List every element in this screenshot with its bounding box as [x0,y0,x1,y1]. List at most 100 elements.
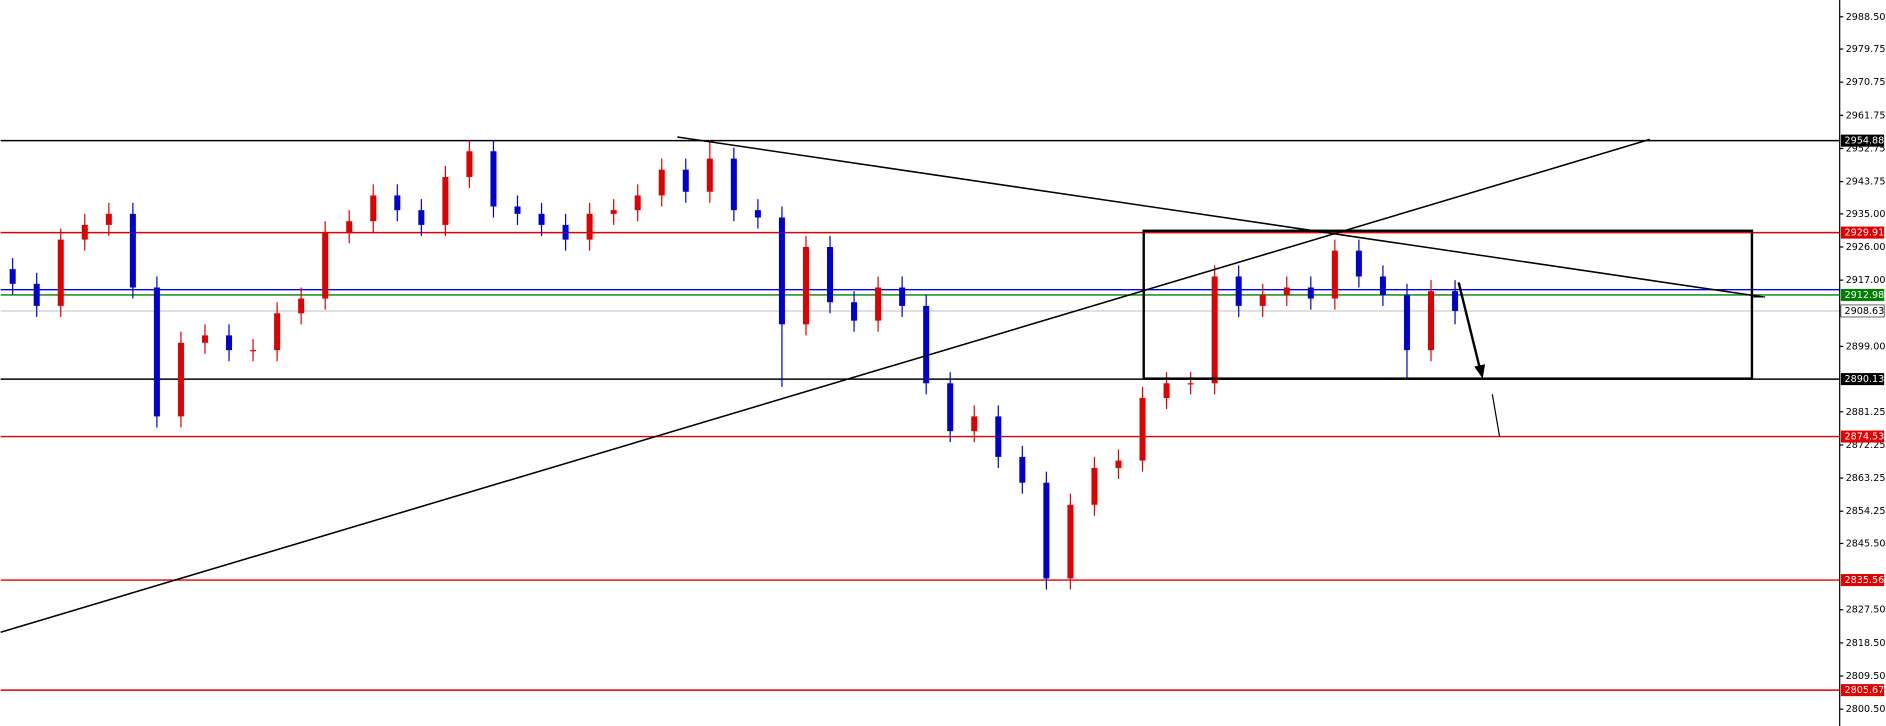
price-tag-label: 2890.13 [1844,374,1884,385]
candle-body [322,232,329,299]
candle-body [947,383,954,432]
y-tick-label: 2809.50 [1846,671,1886,682]
price-tag-label: 2912.98 [1844,290,1884,301]
candle-body [658,169,665,196]
price-tag-label: 2908.63 [1844,306,1884,317]
candle-body [1379,276,1386,295]
candle-body [1428,291,1435,351]
candle-body [1067,504,1074,579]
candle-body [1211,276,1218,384]
candle-body [875,287,882,321]
price-tag-label: 2929.91 [1844,228,1884,239]
candle-body [33,283,40,306]
y-tick-label: 2881.25 [1846,407,1886,418]
y-tick-label: 2952.75 [1846,143,1886,154]
y-tick-label: 2988.50 [1846,12,1886,23]
y-tick-label: 2926.00 [1846,242,1886,253]
candle-body [57,239,64,306]
arrow [1491,394,1501,437]
candle-body [1163,383,1170,398]
candle-body [9,269,16,284]
y-tick-label: 2827.50 [1846,605,1886,616]
candle-body [418,210,425,225]
candle-body [682,169,689,192]
candle-body [995,416,1002,457]
candle-body [1331,250,1338,299]
price-tag [1840,226,1885,239]
y-tick-label: 2979.75 [1846,44,1886,55]
candle-body [923,305,930,384]
candle-body [1283,287,1290,295]
price-tag [1840,430,1885,443]
price-tag-label: 2835.56 [1844,575,1884,586]
price-tag [1840,134,1885,147]
candle-body [1235,276,1242,306]
candle-body [394,195,401,211]
candle-body [129,213,136,288]
candle-body [1091,467,1098,505]
range-box [1142,229,1754,380]
y-tick-label: 2800.50 [1846,704,1886,715]
y-tick-label: 2961.75 [1846,110,1886,121]
arrow [1457,282,1482,371]
candle-body [610,210,617,214]
candle-body [586,213,593,240]
candle-body [370,195,377,222]
price-tag [1840,574,1885,587]
candle-body [730,158,737,211]
candle-body [1139,397,1146,461]
candle-body [1115,460,1122,468]
candle-body [226,335,233,351]
price-tag-label: 2954.88 [1844,136,1884,147]
arrow-head [1474,364,1486,379]
candle-body [466,151,473,178]
candle-body [1187,383,1194,385]
drawings [0,136,1766,633]
candle-body [538,213,545,225]
price-tag [1840,373,1885,386]
candle-body [298,298,305,314]
trend-line [677,136,1763,298]
y-tick-label: 2818.50 [1846,638,1886,649]
candle-body [754,210,761,218]
candle-body [346,221,353,233]
candle-body [1019,456,1026,483]
axis-bg [1839,0,1886,726]
price-tag [1840,684,1885,697]
price-tag [1840,288,1885,301]
candle-body [153,287,160,417]
candle-body [442,177,449,225]
candle-body [1403,294,1410,351]
candle-body [177,342,184,417]
y-tick-label: 2845.50 [1846,538,1886,549]
y-tick-label: 2899.00 [1846,341,1886,352]
candle-body [827,246,834,303]
candle-body [1307,287,1314,299]
candle-body [634,195,641,211]
trend-line [0,138,1650,633]
y-tick-label: 2970.75 [1846,77,1886,88]
y-tick-label: 2917.00 [1846,275,1886,286]
candle-body [250,350,257,352]
candle-body [514,206,521,214]
y-tick-label: 2854.25 [1846,506,1886,517]
price-tag [1840,304,1885,318]
candle-body [706,158,713,192]
candle-body [562,224,569,240]
candle-body [1452,291,1459,311]
price-tag-label: 2805.67 [1844,685,1884,696]
candle-body [971,416,978,432]
y-tick-label: 2872.25 [1846,440,1886,451]
price-tag-label: 2874.53 [1844,432,1884,443]
candle-body [490,151,497,207]
candle-body [899,287,906,306]
candle-body [1355,250,1362,277]
y-tick-label: 2943.75 [1846,177,1886,188]
candle-body [851,302,858,321]
candle-body [778,217,785,325]
candle-body [1259,294,1266,306]
y-tick-label: 2863.25 [1846,473,1886,484]
y-tick-label: 2935.00 [1846,209,1886,220]
